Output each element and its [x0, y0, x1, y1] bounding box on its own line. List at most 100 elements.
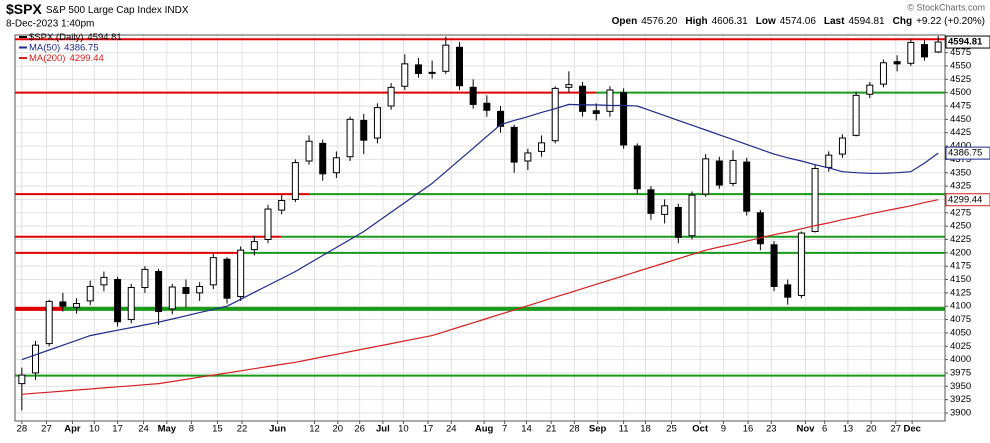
legend-name: MA(50) [29, 42, 60, 53]
candle-body [428, 71, 436, 74]
x-tick-label: 28 [569, 424, 580, 435]
y-tick-label: 3900 [950, 408, 971, 419]
candle-body [879, 62, 887, 85]
value-box-label: 4299.44 [948, 194, 982, 205]
candle-body [715, 160, 723, 186]
x-tick-label: 28 [17, 424, 28, 435]
x-tick-label: 9 [721, 424, 726, 435]
candle-body [661, 205, 669, 215]
candle-body [196, 285, 204, 294]
chart-subtitle: S&P 500 Large Cap Index INDX [46, 5, 189, 16]
candle-body [565, 84, 573, 88]
candle-body [920, 44, 928, 58]
y-tick-label: 4500 [950, 87, 971, 98]
y-tick-label: 4550 [950, 60, 971, 71]
y-tick-label: 4400 [950, 141, 971, 152]
x-tick-label: Nov [797, 424, 816, 435]
x-tick-label: 17 [423, 424, 434, 435]
quote-label: Open [612, 16, 638, 27]
legend-name: $SPX (Daily) [29, 32, 83, 43]
y-tick-label: 4450 [950, 114, 971, 125]
y-tick-label: 3925 [950, 394, 971, 405]
legend-value: 4299.44 [69, 53, 103, 64]
candle-body [223, 258, 231, 299]
candle-body [852, 94, 860, 136]
x-tick-label: 14 [521, 424, 532, 435]
y-tick-label: 4000 [950, 354, 971, 365]
candle-body [551, 87, 559, 142]
candle-body [278, 200, 286, 211]
y-tick-label: 4425 [950, 127, 971, 138]
ma-line [21, 103, 939, 361]
value-box [945, 35, 990, 49]
candle-body [305, 140, 313, 162]
quote-value: 4606.31 [712, 16, 749, 27]
y-tick-label: 4200 [950, 247, 971, 258]
y-tick-label: 3975 [950, 367, 971, 378]
candle-body [592, 110, 600, 114]
x-tick-label: 24 [446, 424, 457, 435]
quote-label: Last [824, 16, 845, 27]
y-tick-label: 4475 [950, 101, 971, 112]
candle-body [32, 344, 40, 374]
candle-body [59, 301, 67, 307]
legend-entry: MA(50) 4386.75 [29, 42, 99, 53]
candle-body [579, 85, 587, 112]
grid [15, 35, 945, 421]
y-tick-label: 4025 [950, 341, 971, 352]
chart-date: 8-Dec-2023 1:40pm [6, 19, 94, 30]
y-tick-label: 4150 [950, 274, 971, 285]
candle-body [168, 286, 176, 310]
x-tick-label: 22 [237, 424, 248, 435]
candle-body [442, 44, 450, 72]
x-tick-label: May [158, 424, 177, 435]
legend-value: 4386.75 [64, 42, 98, 53]
quote: Open 4576.20 High 4606.31 Low 4574.06 Last 4594… [612, 16, 985, 27]
value-box-label: 4594.81 [948, 37, 983, 48]
candle-body [620, 92, 628, 146]
x-tick-label: Jul [376, 424, 390, 435]
x-tick-label: Jun [269, 424, 286, 435]
x-tick-label: 20 [332, 424, 343, 435]
y-tick-label: 4075 [950, 314, 971, 325]
candle-body [86, 285, 94, 302]
plot [18, 35, 942, 411]
candle-body [633, 145, 641, 190]
legend-entry: $SPX (Daily) 4594.81 [29, 32, 122, 43]
x-tick-label: 23 [766, 424, 777, 435]
candle-body [373, 107, 381, 139]
candle-body [264, 208, 272, 240]
candle-body [743, 161, 751, 212]
x-tick-label: 20 [866, 424, 877, 435]
candle-body [524, 152, 532, 162]
quote-label: Low [756, 16, 776, 27]
x-tick-label: Oct [692, 424, 709, 435]
quote-label: High [685, 16, 707, 27]
x-tick-label: 16 [743, 424, 754, 435]
candle-body [319, 142, 327, 175]
candle-body [141, 268, 149, 289]
x-tick-label: Apr [64, 424, 81, 435]
candle-body [606, 89, 614, 112]
candle-body [332, 157, 340, 174]
candle-body [127, 287, 135, 321]
candle-body [770, 244, 778, 287]
candle-body [674, 206, 682, 238]
candle-body [209, 257, 217, 286]
x-tick-label: 12 [309, 424, 320, 435]
ma-line [21, 199, 939, 395]
x-tick-label: 27 [890, 424, 901, 435]
y-tick-label: 3950 [950, 381, 971, 392]
candle-body [893, 61, 901, 65]
candle-body [291, 162, 299, 200]
candle-body [455, 46, 463, 87]
value-box-label: 4386.75 [948, 148, 982, 159]
x-tick-label: 15 [212, 424, 223, 435]
y-tick-label: 4225 [950, 234, 971, 245]
x-tick-label: 13 [843, 424, 854, 435]
candle-body [45, 300, 53, 345]
x-tick-label: 17 [112, 424, 123, 435]
x-tick-label: 11 [619, 424, 629, 435]
